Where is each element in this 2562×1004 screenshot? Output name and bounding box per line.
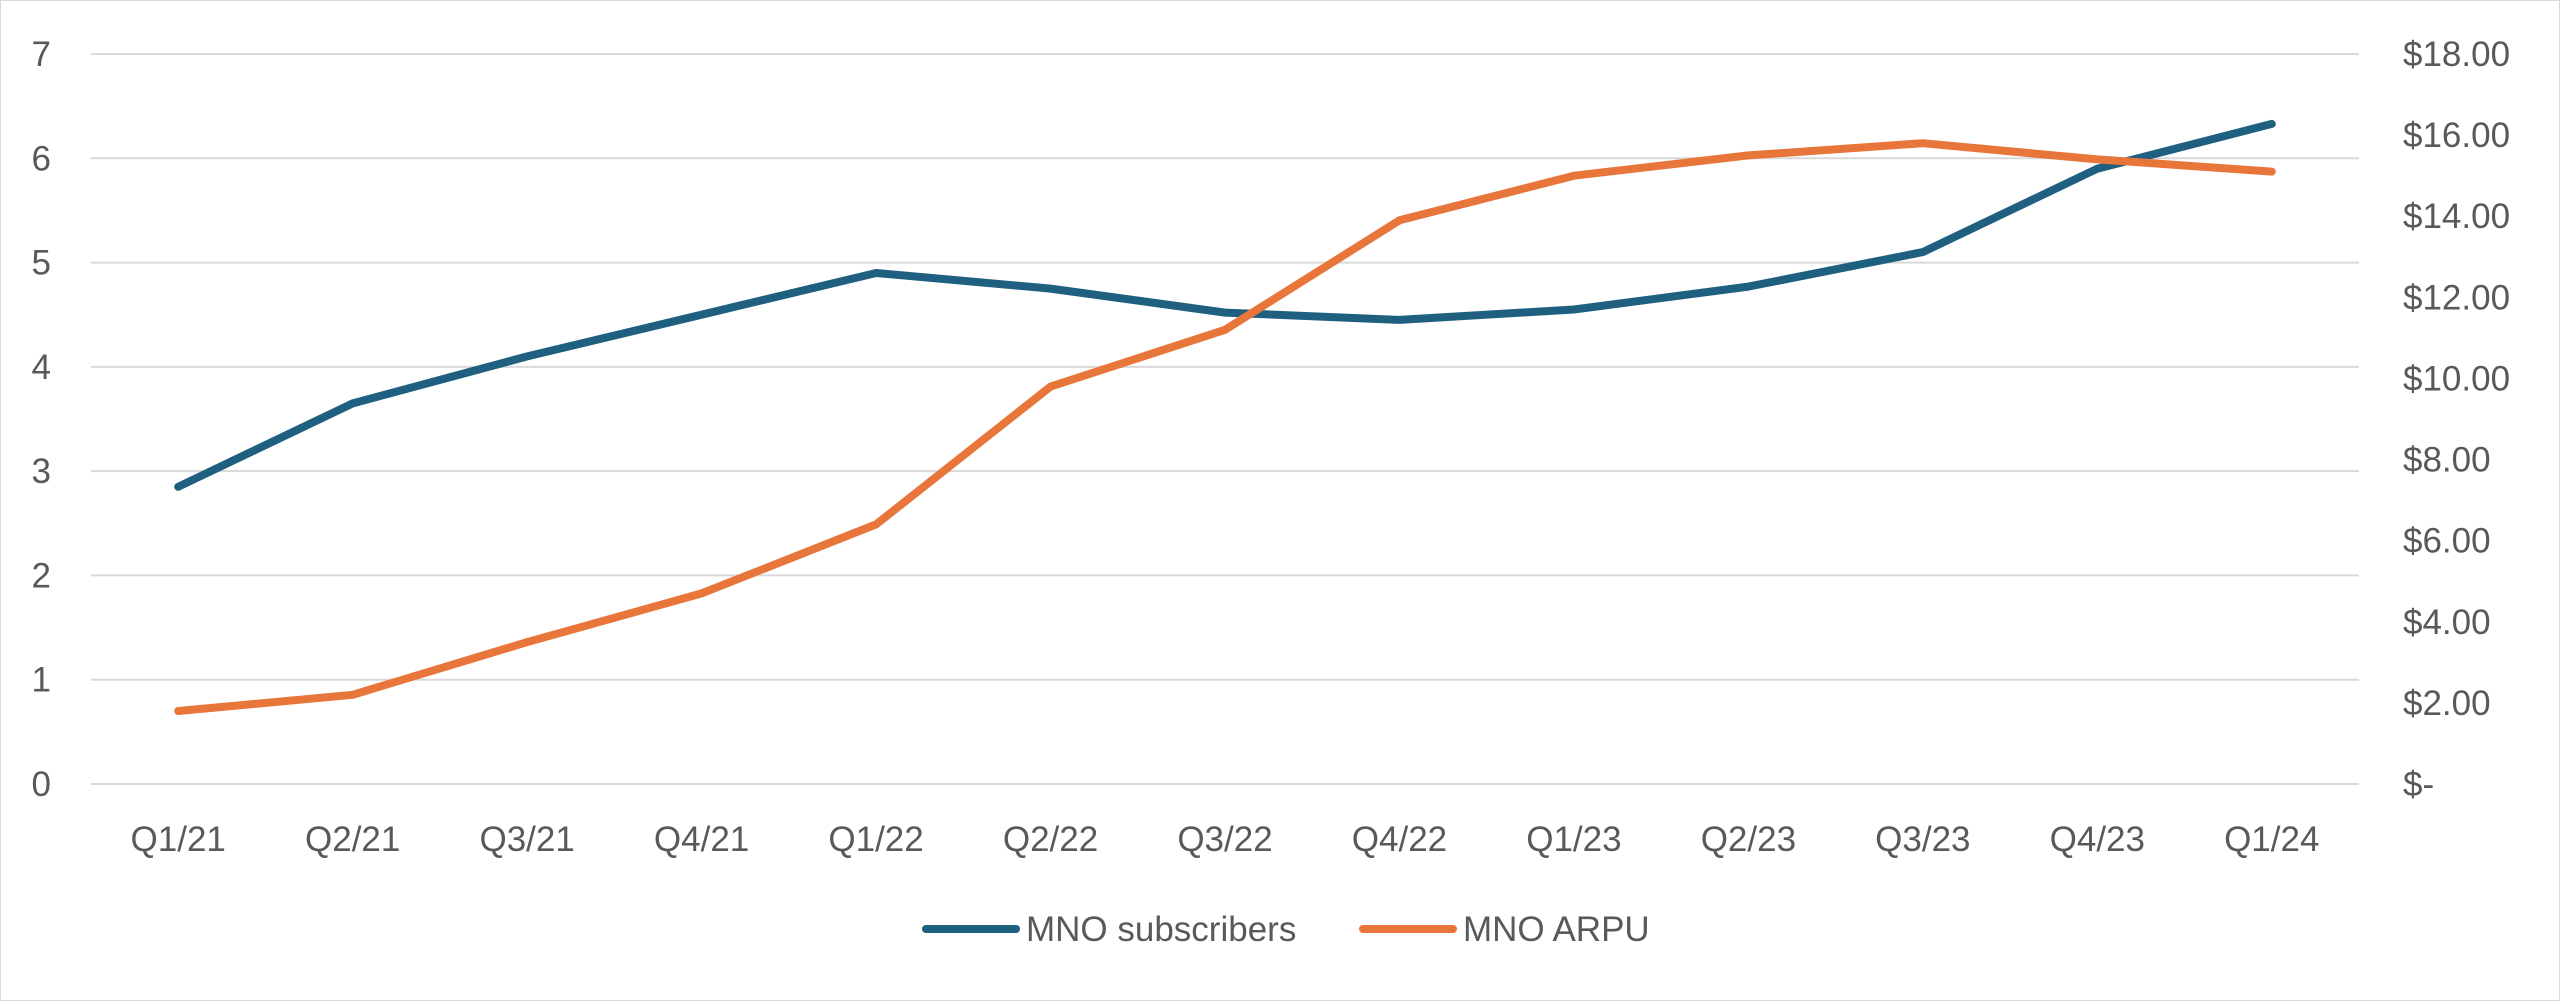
- x-tick-label: Q1/24: [2224, 820, 2319, 859]
- x-tick-label: Q2/23: [1701, 820, 1796, 859]
- x-tick-label: Q3/21: [479, 820, 574, 859]
- left-tick-label: 1: [32, 661, 51, 700]
- x-tick-label: Q4/23: [2050, 820, 2145, 859]
- right-tick-label: $14.00: [2403, 197, 2510, 236]
- x-tick-label: Q4/22: [1352, 820, 1447, 859]
- legend: MNO subscribers MNO ARPU: [926, 910, 1650, 949]
- right-tick-label: $16.00: [2403, 116, 2510, 155]
- right-tick-label: $6.00: [2403, 522, 2491, 561]
- x-tick-label: Q1/22: [828, 820, 923, 859]
- x-tick-label: Q1/21: [131, 820, 226, 859]
- x-tick-label: Q2/21: [305, 820, 400, 859]
- x-tick-label: Q1/23: [1526, 820, 1621, 859]
- legend-label: MNO subscribers: [1026, 910, 1296, 949]
- series-lines: [178, 124, 2272, 711]
- right-tick-label: $8.00: [2403, 441, 2491, 480]
- left-tick-label: 4: [32, 348, 51, 387]
- x-tick-label: Q4/21: [654, 820, 749, 859]
- right-axis-ticks: $- $2.00 $4.00 $6.00 $8.00 $10.00 $12.00 $14.00…: [2403, 35, 2510, 804]
- left-axis-ticks: 0 1 2 3 4 5 6 7: [32, 35, 51, 804]
- right-tick-label: $4.00: [2403, 603, 2491, 642]
- right-tick-label: $18.00: [2403, 35, 2510, 74]
- x-tick-label: Q2/22: [1003, 820, 1098, 859]
- left-tick-label: 5: [32, 244, 51, 283]
- right-tick-label: $12.00: [2403, 278, 2510, 317]
- series-line-mno-arpu: [178, 143, 2272, 711]
- left-tick-label: 0: [32, 765, 51, 804]
- left-tick-label: 6: [32, 139, 51, 178]
- legend-label: MNO ARPU: [1463, 910, 1650, 949]
- right-tick-label: $2.00: [2403, 684, 2491, 723]
- left-tick-label: 3: [32, 452, 51, 491]
- series-line-mno-subscribers: [178, 124, 2272, 487]
- left-tick-label: 7: [32, 35, 51, 74]
- x-tick-label: Q3/22: [1177, 820, 1272, 859]
- x-tick-label: Q3/23: [1875, 820, 1970, 859]
- x-axis-ticks: Q1/21 Q2/21 Q3/21 Q4/21 Q1/22 Q2/22 Q3/22 Q4/22…: [131, 820, 2320, 859]
- right-tick-label: $10.00: [2403, 359, 2510, 398]
- right-tick-label: $-: [2403, 765, 2434, 804]
- left-tick-label: 2: [32, 556, 51, 595]
